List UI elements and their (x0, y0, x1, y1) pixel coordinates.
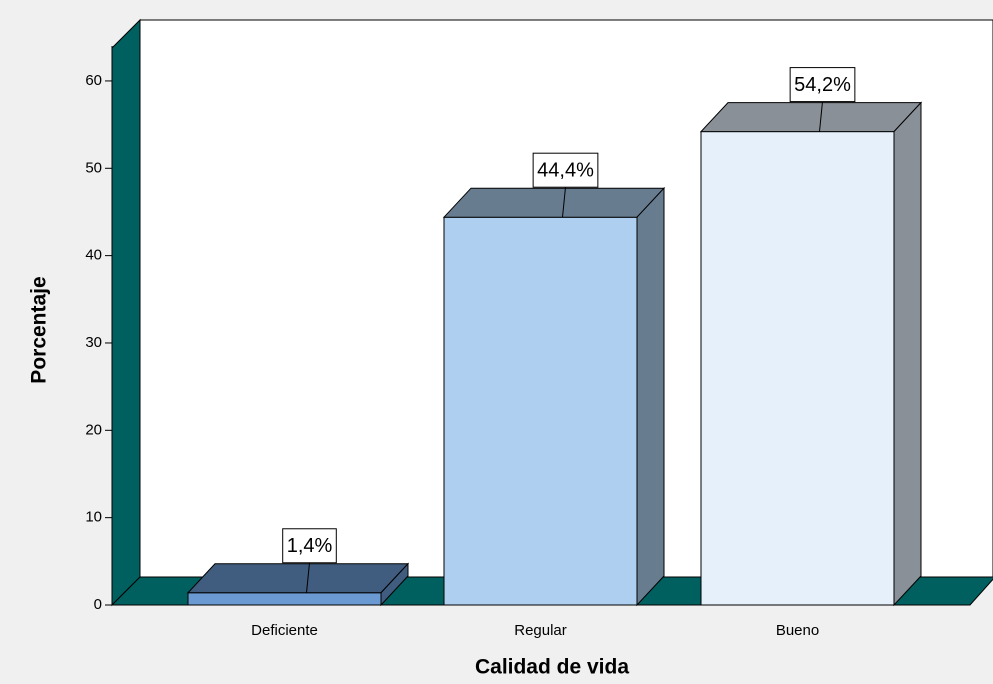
value-label: 54,2% (794, 74, 851, 96)
leader-line (819, 101, 823, 132)
x-tick-label: Bueno (776, 622, 819, 639)
y-tick-label: 10 (85, 509, 102, 526)
bar-side (893, 101, 922, 607)
bar-side (636, 186, 665, 607)
x-tick-label: Regular (514, 622, 567, 639)
y-tick-label: 60 (85, 72, 102, 89)
y-axis-label: Porcentaje (28, 276, 51, 383)
leader-line (306, 562, 310, 593)
y-tick-label: 0 (94, 596, 102, 613)
bar-top (186, 563, 410, 594)
value-label-box (789, 67, 856, 103)
y-tick-label: 40 (85, 247, 102, 264)
value-label-box (532, 152, 599, 188)
x-axis-label: Calidad de vida (475, 656, 629, 679)
left-wall (111, 18, 141, 607)
value-label-box (282, 528, 337, 564)
x-tick-label: Deficiente (251, 622, 318, 639)
value-label: 44,4% (537, 159, 594, 181)
bar-front (443, 216, 638, 606)
bar-side (380, 562, 409, 607)
bar-top (699, 102, 923, 133)
bar-front (700, 131, 895, 606)
bar-front (187, 592, 382, 606)
y-tick-label: 30 (85, 334, 102, 351)
bar-top (442, 187, 666, 218)
y-tick-label: 50 (85, 159, 102, 176)
leader-line (562, 187, 566, 218)
value-label: 1,4% (287, 535, 333, 557)
y-tick-label: 20 (85, 421, 102, 438)
